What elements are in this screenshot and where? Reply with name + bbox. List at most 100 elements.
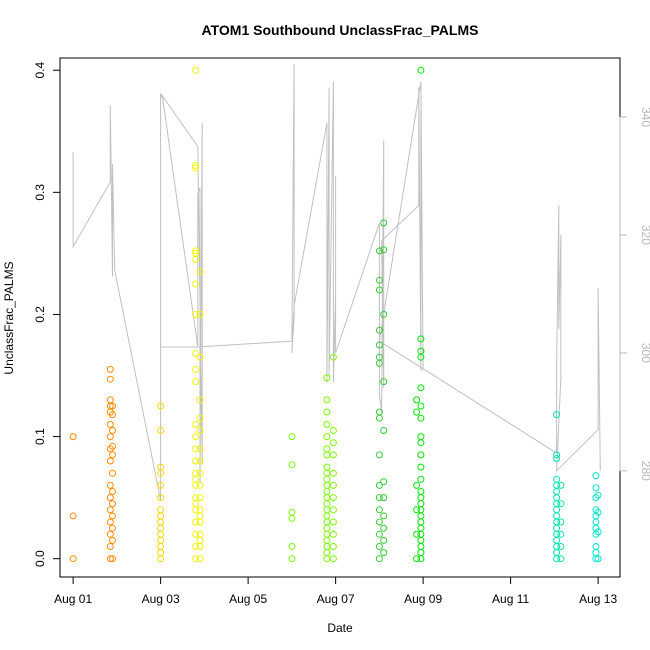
data-point [375,555,383,563]
data-point [192,66,200,74]
chart-title: ATOM1 Southbound UnclassFrac_PALMS [202,22,479,38]
data-point [109,451,116,459]
data-point [380,524,388,532]
x-axis-label: Date [327,621,353,635]
data-point [417,402,425,410]
data-point [196,555,204,563]
data-point [329,469,337,477]
data-point [594,555,602,563]
x-tick-label: Aug 11 [492,592,529,606]
data-point [375,481,383,489]
y-tick-label: 0.0 [33,550,47,567]
data-point [192,555,200,563]
data-point [380,427,388,434]
data-point [69,433,77,441]
data-point [106,420,114,428]
data-point [329,451,337,459]
data-point [106,457,114,465]
points-layer [69,66,602,563]
data-point [157,481,165,489]
secondary-series-line [72,63,601,501]
data-point [380,310,388,318]
data-point [109,469,116,477]
data-point [109,555,116,563]
data-point [323,433,331,441]
data-point [157,427,165,434]
data-point [375,530,383,538]
data-point [323,420,331,428]
data-point [417,414,425,422]
data-point [106,543,114,550]
right-tick-label: 320 [639,225,650,245]
data-point [109,427,116,434]
data-point [196,310,204,318]
data-point [192,433,200,441]
data-point [106,555,114,563]
x-tick-label: Aug 01 [54,592,92,606]
data-point [557,518,565,526]
data-point [157,469,165,477]
data-point [109,442,116,450]
data-point [192,310,200,318]
data-point [417,451,425,459]
data-point [553,455,561,462]
data-point [375,518,383,526]
y-axis: 0.0 0.1 0.2 0.3 0.4 [33,62,61,567]
data-point [417,463,425,471]
data-point [380,246,388,254]
data-point [196,427,204,434]
data-point [196,481,204,489]
data-point [417,475,425,483]
x-tick-label: Aug 09 [404,592,442,606]
data-point [375,506,383,514]
data-point [592,555,600,563]
data-point [557,543,565,550]
data-point [106,365,114,373]
data-point [375,543,383,550]
data-point [417,353,425,361]
data-point [329,494,337,502]
data-point [553,451,561,459]
data-point [329,506,337,514]
data-point [192,543,200,550]
data-point [192,256,200,263]
data-point [69,512,77,520]
data-point [196,457,204,465]
y-axis-label: UnclassFrac_PALMS [2,261,16,374]
data-point [329,481,337,489]
data-point [196,396,204,404]
data-point [192,420,200,428]
data-point [375,414,383,422]
data-point [375,326,383,334]
data-point [109,512,116,520]
data-point [157,494,165,502]
data-point [375,451,383,459]
data-point [109,402,116,410]
data-point [196,268,204,276]
data-point [413,481,421,489]
data-point [323,408,331,416]
data-point [592,484,600,492]
data-point [375,247,383,255]
data-point [109,488,116,495]
data-point [157,555,165,563]
data-point [109,524,116,532]
x-tick-label: Aug 07 [317,592,355,606]
data-point [196,494,204,502]
data-point [329,439,337,447]
data-point [375,494,383,502]
data-point [288,433,296,441]
data-point [106,433,114,441]
y-tick-label: 0.3 [33,184,47,201]
data-point [329,543,337,550]
data-point [553,411,561,419]
data-point [594,528,602,536]
data-point [192,350,200,357]
data-point [592,472,600,480]
secondary-line-layer [72,63,601,501]
data-point [380,378,388,386]
data-point [192,280,200,288]
data-point [380,549,388,557]
data-point [380,494,388,502]
